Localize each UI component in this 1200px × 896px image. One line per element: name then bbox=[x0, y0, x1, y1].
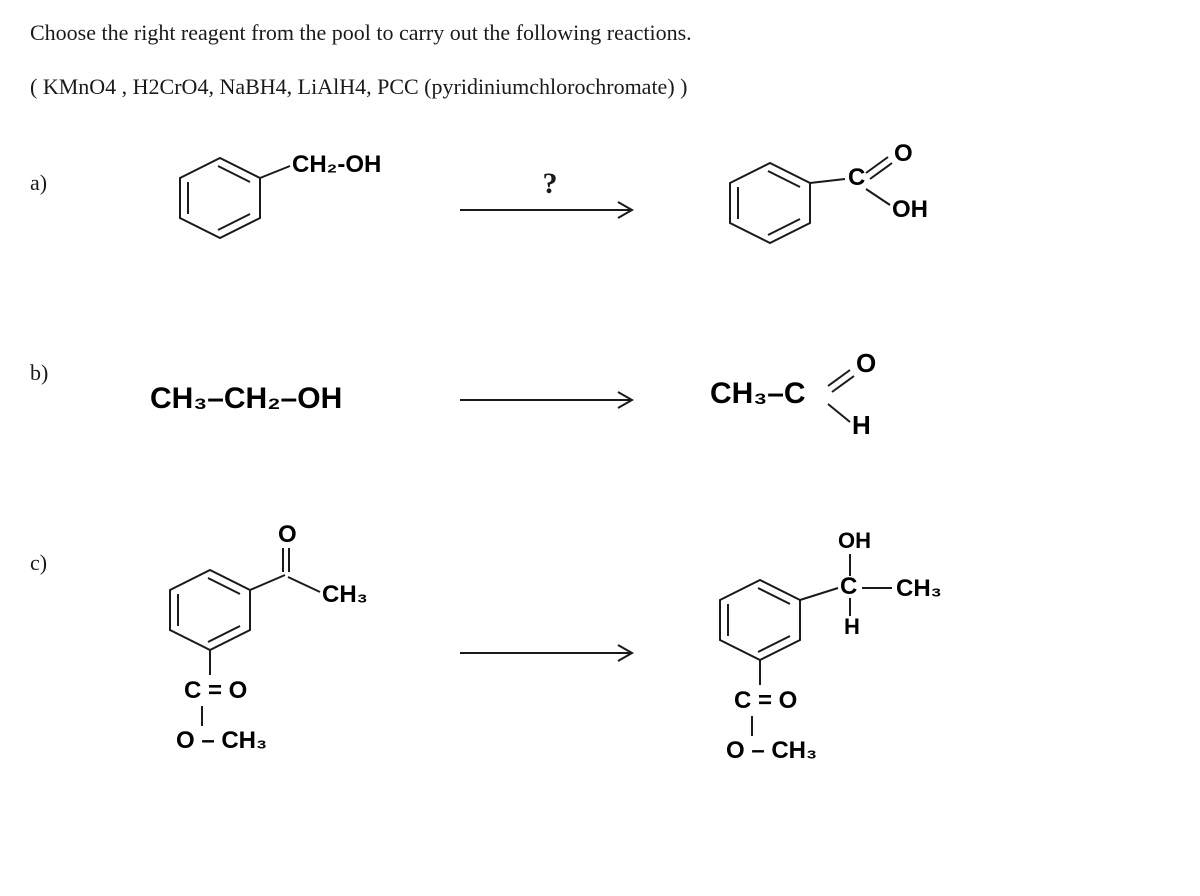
b-arrow bbox=[450, 385, 650, 415]
a-reactant: CH₂-OH bbox=[90, 148, 450, 273]
a-qmark: ? bbox=[543, 167, 558, 201]
c-right-ch3: CH₃ bbox=[896, 575, 942, 602]
c-left-och3: O – CH₃ bbox=[176, 727, 267, 754]
c-left-o: O bbox=[278, 521, 297, 548]
b-reactant: CH₃–CH₂–OH bbox=[90, 363, 450, 438]
c-product: C OH H CH₃ C = O O – CH₃ bbox=[650, 520, 1010, 785]
b-left-formula: CH₃–CH₂–OH bbox=[150, 382, 342, 415]
label-a: a) bbox=[30, 140, 90, 196]
c-right-oh: OH bbox=[838, 528, 871, 553]
c-reactant: O CH₃ C = O O – CH₃ bbox=[90, 520, 450, 785]
c-arrow bbox=[450, 638, 650, 668]
label-c: c) bbox=[30, 520, 90, 576]
reaction-b: b) CH₃–CH₂–OH CH₃–C O H bbox=[30, 330, 1170, 470]
reaction-c: c) O CH₃ C = O O – CH₃ bbox=[30, 520, 1170, 785]
c-right-co: C = O bbox=[734, 687, 797, 714]
question-text: Choose the right reagent from the pool t… bbox=[30, 20, 1170, 46]
label-b: b) bbox=[30, 330, 90, 386]
c-right-och3: O – CH₃ bbox=[726, 737, 817, 764]
reaction-a: a) CH₂-OH ? C bbox=[30, 140, 1170, 280]
c-right-h: H bbox=[844, 614, 860, 639]
b-right-main: CH₃–C bbox=[710, 377, 806, 410]
a-right-oh: OH bbox=[892, 196, 928, 223]
a-arrow: ? bbox=[450, 195, 650, 225]
c-left-ch3: CH₃ bbox=[322, 581, 368, 608]
b-right-o: O bbox=[856, 348, 876, 378]
b-right-h: H bbox=[852, 410, 871, 440]
c-right-c: C bbox=[840, 573, 857, 600]
b-product: CH₃–C O H bbox=[650, 348, 1010, 453]
a-left-sub: CH₂-OH bbox=[292, 151, 381, 178]
c-left-co: C = O bbox=[184, 677, 247, 704]
a-product: C O OH bbox=[650, 143, 1010, 278]
reagent-pool: ( KMnO4 , H2CrO4, NaBH4, LiAlH4, PCC (py… bbox=[30, 74, 1170, 100]
a-right-o: O bbox=[894, 143, 913, 167]
a-right-c: C bbox=[848, 164, 865, 191]
